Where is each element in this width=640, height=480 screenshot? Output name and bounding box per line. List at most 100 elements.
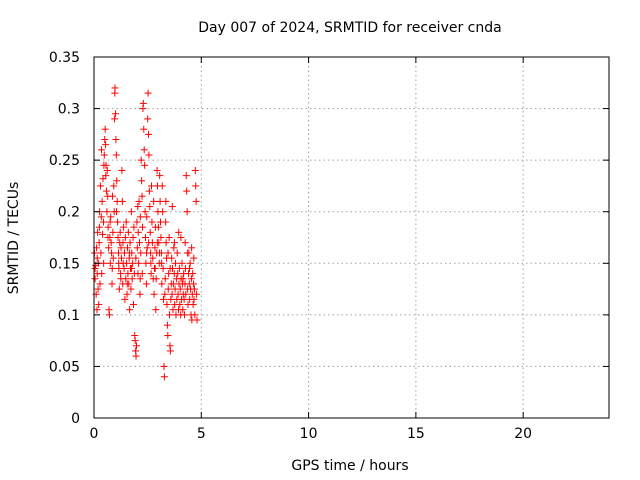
data-point — [178, 259, 186, 267]
data-point — [192, 197, 200, 205]
data-point — [128, 275, 136, 283]
data-point — [190, 280, 198, 288]
data-point — [98, 270, 106, 278]
data-point — [129, 259, 137, 267]
x-tick-label: 20 — [514, 426, 532, 442]
data-point — [103, 208, 111, 216]
data-point — [135, 259, 143, 267]
data-point — [135, 239, 143, 247]
plot-frame — [93, 56, 610, 419]
data-point — [145, 239, 153, 247]
data-point — [143, 249, 151, 257]
data-point — [133, 244, 141, 252]
data-point — [162, 239, 170, 247]
data-point — [179, 306, 187, 314]
y-tick-label: 0.25 — [49, 153, 80, 169]
data-point — [93, 306, 101, 314]
data-point — [106, 218, 114, 226]
data-point — [151, 244, 159, 252]
data-point — [109, 254, 117, 262]
data-point — [143, 244, 151, 252]
data-point — [170, 244, 178, 252]
data-point — [138, 177, 146, 185]
data-point — [94, 285, 102, 293]
data-point — [179, 275, 187, 283]
data-point — [144, 89, 152, 97]
data-point — [122, 218, 130, 226]
data-point — [160, 362, 168, 370]
data-point — [154, 223, 162, 231]
data-point — [114, 234, 122, 241]
data-point — [138, 223, 146, 231]
data-point — [158, 182, 166, 190]
data-point — [123, 259, 131, 267]
data-point — [149, 254, 157, 262]
data-point — [108, 280, 116, 288]
data-point — [140, 125, 148, 133]
data-point — [132, 352, 140, 360]
data-point — [162, 218, 170, 226]
data-point — [106, 259, 114, 267]
data-point — [115, 285, 123, 293]
tick-labels: 0 5 10 15 20 0 0.05 0.1 0.15 0.2 0.25 0.3 0.35 — [49, 50, 532, 442]
data-point — [96, 182, 104, 190]
data-point — [104, 223, 112, 231]
data-point — [145, 151, 153, 159]
data-point — [102, 161, 110, 169]
data-point — [148, 182, 156, 190]
data-point — [189, 301, 197, 309]
y-tick-label: 0.1 — [58, 308, 80, 324]
data-point — [176, 301, 184, 309]
data-point — [191, 311, 199, 319]
x-tick-label: 5 — [197, 426, 206, 442]
data-point — [142, 234, 149, 241]
data-point — [123, 290, 131, 298]
data-points — [90, 84, 201, 381]
data-point — [151, 264, 159, 272]
data-point — [168, 203, 176, 211]
data-point — [156, 172, 164, 180]
data-point — [143, 213, 151, 221]
data-point — [166, 264, 174, 272]
data-point — [193, 316, 201, 324]
data-point — [134, 203, 142, 211]
data-point — [152, 275, 160, 283]
data-point — [185, 264, 193, 272]
data-point — [163, 321, 171, 329]
y-tick-label: 0.2 — [58, 205, 80, 221]
data-point — [160, 295, 168, 303]
data-point — [100, 151, 108, 159]
data-point — [95, 239, 103, 247]
data-point — [163, 301, 171, 309]
data-point — [126, 239, 134, 247]
data-point — [135, 197, 143, 205]
data-point — [107, 239, 115, 247]
data-point — [137, 156, 145, 164]
data-point — [112, 136, 120, 144]
data-point — [117, 275, 125, 283]
data-point — [188, 244, 196, 252]
data-point — [104, 234, 112, 241]
data-point — [147, 259, 155, 267]
data-point — [124, 228, 132, 236]
data-point — [181, 239, 189, 247]
data-point — [108, 192, 116, 200]
data-point — [136, 275, 144, 283]
data-point — [134, 228, 142, 236]
data-point — [132, 254, 140, 262]
data-point — [127, 208, 135, 216]
data-point — [168, 254, 176, 262]
data-point — [97, 213, 105, 221]
y-tick-label: 0.3 — [58, 102, 80, 118]
data-point — [98, 146, 106, 154]
data-point — [118, 166, 126, 174]
data-point — [183, 187, 191, 195]
data-point — [140, 146, 148, 154]
data-point — [95, 301, 103, 309]
data-point — [132, 342, 140, 350]
data-point — [101, 136, 109, 144]
x-tick-label: 10 — [300, 426, 318, 442]
y-tick-label: 0.15 — [49, 256, 80, 272]
data-point — [174, 270, 182, 278]
